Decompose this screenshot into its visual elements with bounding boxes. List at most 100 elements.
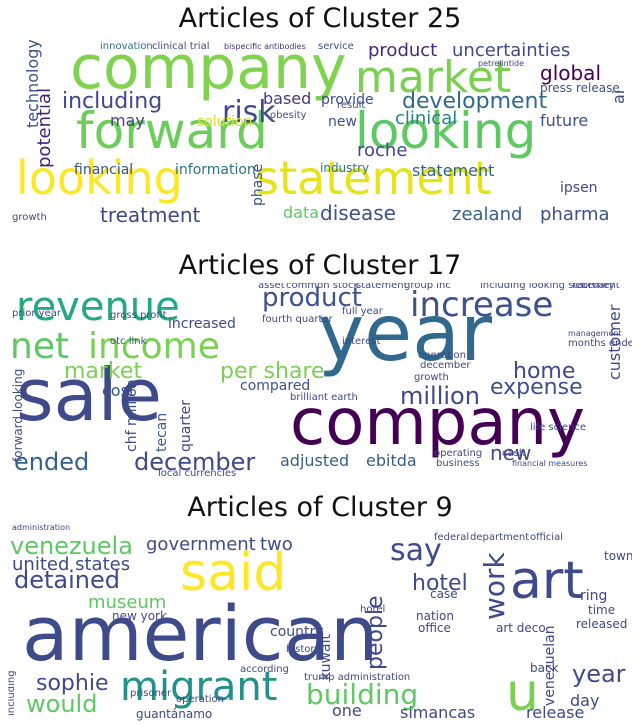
word-quarter: quarter xyxy=(178,400,194,452)
word-asset: asset xyxy=(258,283,285,291)
word-american: american xyxy=(22,589,378,678)
word-product: product xyxy=(262,283,362,313)
word-otc-link: otc link xyxy=(110,336,147,347)
word-management: management xyxy=(568,329,622,338)
word-according: according xyxy=(240,664,289,675)
word-new: new xyxy=(490,441,531,465)
word-provide: provide xyxy=(321,92,374,108)
word-fourth-quarter: fourth quarter xyxy=(262,314,334,325)
word-based: based xyxy=(263,89,311,108)
word-statement: statement xyxy=(255,151,492,205)
word-back: back xyxy=(530,661,559,675)
word-u: u xyxy=(506,663,539,723)
word-zealand: zealand xyxy=(452,204,522,225)
word-customer: customer xyxy=(605,304,624,380)
word-including-looking-statement: including looking statement xyxy=(480,283,620,291)
word-life-science: life science xyxy=(530,422,586,433)
word-disease: disease xyxy=(320,201,396,225)
word-result: result xyxy=(337,100,365,111)
word-year: year xyxy=(572,660,626,688)
word-including: including xyxy=(62,89,162,114)
word-uncertainties: uncertainties xyxy=(452,40,570,61)
word-financial-measures: financial measures xyxy=(512,459,587,468)
word-risk: risk xyxy=(222,95,276,130)
word-group-inc: group inc xyxy=(404,283,451,291)
word-product: product xyxy=(368,40,437,61)
word-united-states: united states xyxy=(12,554,130,575)
word-february: february xyxy=(572,283,615,291)
word-time: time xyxy=(588,603,615,617)
word-office: office xyxy=(418,621,451,635)
word-statement: statement xyxy=(356,283,408,291)
word-petrelintide: petrelintide xyxy=(478,59,524,68)
word-revenue: revenue xyxy=(16,284,180,330)
word-guantánamo: guantánamo xyxy=(136,707,212,721)
word-prisoner: prisoner xyxy=(130,688,172,699)
word-million: million xyxy=(400,382,480,410)
word-innovation: innovation xyxy=(100,41,153,52)
word-tecan: tecan xyxy=(154,413,170,452)
word-town: town xyxy=(604,549,632,563)
word-company: company xyxy=(290,386,585,460)
word-released: released xyxy=(576,617,627,631)
word-migrant: migrant xyxy=(120,664,277,710)
word-december: december xyxy=(420,360,471,371)
word-federal: federal xyxy=(434,532,469,543)
word-hotel: hotel xyxy=(412,571,468,596)
word-two: two xyxy=(260,534,293,555)
word-hotel: hotel xyxy=(360,604,385,615)
word-pharma: pharma xyxy=(540,204,610,225)
word-museum: museum xyxy=(88,592,166,613)
word-case: case xyxy=(430,587,458,601)
word-ended: ended xyxy=(14,448,89,476)
word-technology: technology xyxy=(23,40,42,128)
word-business: business xyxy=(436,458,480,469)
word-brilliant-earth: brilliant earth xyxy=(290,392,358,403)
cluster-title-17: Articles of Cluster 17 xyxy=(178,250,462,281)
word-company: company xyxy=(70,40,347,103)
word-day: day xyxy=(570,691,599,710)
word-would: would xyxy=(26,690,97,718)
word-official: official xyxy=(530,532,563,543)
word-art: art xyxy=(510,551,584,611)
word-full-year: full year xyxy=(342,306,384,317)
word-detained: detained xyxy=(14,566,120,594)
word-operating: operating xyxy=(434,448,482,459)
word-one: one xyxy=(332,701,362,720)
word-per-share: per share xyxy=(220,359,325,384)
wordcloud-9: american said art migrant u building venezuela… xyxy=(8,524,632,724)
word-growth: growth xyxy=(414,372,449,383)
word-development: development xyxy=(402,89,548,114)
word-ring: ring xyxy=(580,588,607,604)
word-obesity: obesity xyxy=(270,110,307,121)
word-months-ended: months ended xyxy=(568,338,632,349)
wordcloud-25: company forward looking looking statement mar… xyxy=(8,40,632,240)
word-information: information xyxy=(175,162,256,178)
word-chf-million: chf million xyxy=(124,379,140,452)
word-may: may xyxy=(110,111,145,130)
word-data: data xyxy=(283,203,319,222)
word-nation: nation xyxy=(416,609,454,623)
word-net: net xyxy=(10,326,69,367)
word-operation: operation xyxy=(418,350,466,361)
word-including: including xyxy=(8,670,17,716)
word-forward-looking: forward looking xyxy=(11,369,25,462)
word-market: market xyxy=(355,52,511,103)
word-country: country xyxy=(270,624,324,640)
word-sale: sale xyxy=(16,353,162,437)
word-sophie: sophie xyxy=(36,671,108,696)
word-growth: growth xyxy=(12,212,47,223)
word-global: global xyxy=(540,61,601,85)
cluster-title-9: Articles of Cluster 9 xyxy=(187,492,453,523)
word-year: year xyxy=(318,289,493,379)
word-kuwait: kuwait xyxy=(318,634,334,680)
word-said: said xyxy=(180,543,286,603)
word-gross-profit: gross profit xyxy=(110,310,167,321)
word-potential: potential xyxy=(34,88,55,168)
word-expense: expense xyxy=(490,375,583,400)
word-press-release: press release xyxy=(540,81,620,95)
word-future: future xyxy=(540,111,588,130)
